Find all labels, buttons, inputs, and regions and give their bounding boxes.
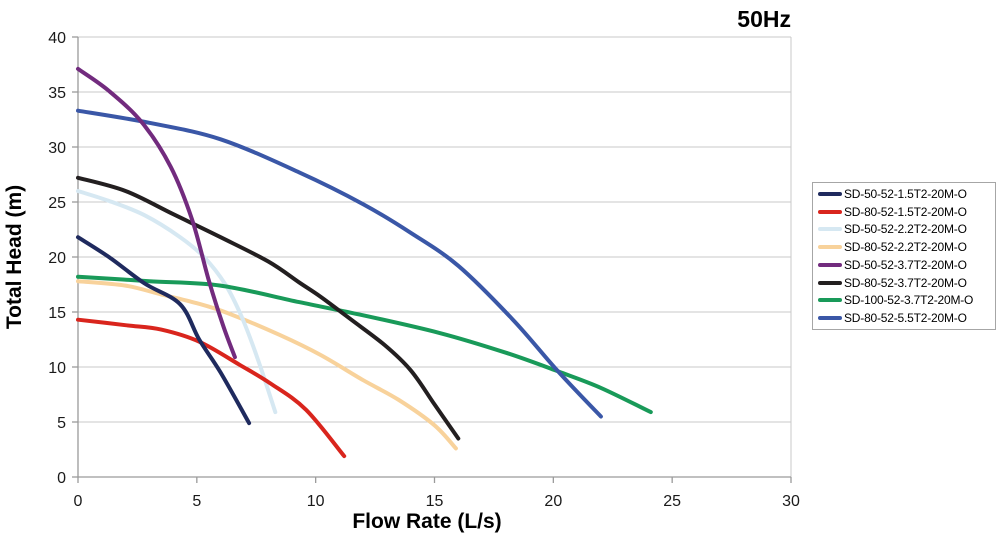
legend-item-6: SD-100-52-3.7T2-20M-O: [818, 292, 995, 310]
x-tick-label-5: 5: [192, 493, 201, 510]
series-line-SD-50-52-3.7T2-20M-O: [76, 66, 237, 360]
legend-swatch-icon: [818, 262, 842, 267]
legend-item-4: SD-50-52-3.7T2-20M-O: [818, 256, 995, 274]
legend-swatch-icon: [818, 316, 842, 321]
y-tick-label-10: 10: [48, 360, 66, 377]
legend-swatch-icon: [818, 298, 842, 303]
y-tick-label-0: 0: [57, 470, 66, 487]
y-tick-label-30: 30: [48, 140, 66, 157]
legend-swatch-icon: [818, 245, 842, 250]
legend-label: SD-50-52-1.5T2-20M-O: [844, 186, 967, 201]
legend-swatch-icon: [818, 191, 842, 196]
x-tick-label-0: 0: [74, 493, 83, 510]
legend-box: SD-50-52-1.5T2-20M-O SD-80-52-1.5T2-20M-O…: [812, 182, 996, 330]
y-tick-label-15: 15: [48, 305, 66, 322]
x-tick-label-20: 20: [544, 493, 562, 510]
series-line-SD-80-52-2.2T2-20M-O: [76, 279, 458, 451]
legend-label: SD-50-52-3.7T2-20M-O: [844, 257, 967, 272]
y-tick-label-35: 35: [48, 85, 66, 102]
axes-layer: 0 5 10 15 20 25 30 35 40 0 5 10 15 20 25 30: [48, 30, 800, 510]
y-tick-label-20: 20: [48, 250, 66, 267]
series-line-SD-100-52-3.7T2-20M-O: [76, 274, 653, 415]
y-tick-label-25: 25: [48, 195, 66, 212]
legend-label: SD-80-52-5.5T2-20M-O: [844, 311, 967, 326]
y-tick-label-5: 5: [57, 415, 66, 432]
series-line-SD-80-52-5.5T2-20M-O: [76, 108, 603, 419]
series-line-SD-80-52-3.7T2-20M-O: [76, 175, 461, 441]
legend-label: SD-100-52-3.7T2-20M-O: [844, 293, 974, 308]
series-line-SD-80-52-1.5T2-20M-O: [76, 317, 347, 459]
legend-swatch-icon: [818, 227, 842, 232]
legend-item-2: SD-50-52-2.2T2-20M-O: [818, 221, 995, 239]
legend-item-1: SD-80-52-1.5T2-20M-O: [818, 203, 995, 221]
x-tick-label-15: 15: [426, 493, 444, 510]
legend-item-0: SD-50-52-1.5T2-20M-O: [818, 185, 995, 203]
x-tick-label-30: 30: [782, 493, 800, 510]
y-axis-title: Total Head (m): [3, 185, 26, 329]
legend-label: SD-80-52-1.5T2-20M-O: [844, 204, 967, 219]
series-line-SD-50-52-1.5T2-20M-O: [76, 235, 252, 426]
legend-item-7: SD-80-52-5.5T2-20M-O: [818, 309, 995, 327]
legend-label: SD-50-52-2.2T2-20M-O: [844, 222, 967, 237]
chart-title: 50Hz: [737, 6, 791, 32]
legend-swatch-icon: [818, 280, 842, 285]
legend-item-3: SD-80-52-2.2T2-20M-O: [818, 238, 995, 256]
y-tick-label-40: 40: [48, 30, 66, 47]
x-tick-label-25: 25: [663, 493, 681, 510]
x-axis-title: Flow Rate (L/s): [352, 510, 501, 533]
x-tick-label-10: 10: [307, 493, 325, 510]
legend-item-5: SD-80-52-3.7T2-20M-O: [818, 274, 995, 292]
gridlines-layer: [78, 36, 792, 477]
legend-label: SD-80-52-2.2T2-20M-O: [844, 240, 967, 255]
legend-swatch-icon: [818, 209, 842, 214]
legend-label: SD-80-52-3.7T2-20M-O: [844, 275, 967, 290]
series-layer: [76, 66, 653, 459]
